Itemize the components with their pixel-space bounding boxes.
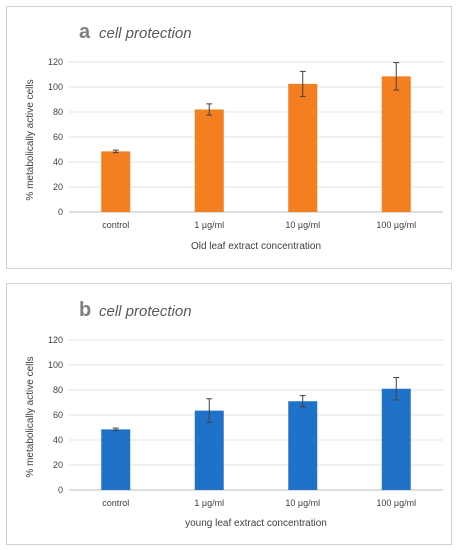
chart-b-error-bar: [393, 377, 400, 401]
chart-b-y-tick-label: 40: [53, 435, 63, 445]
chart-a-y-tick-label: 120: [48, 57, 63, 67]
chart-b-bar: [194, 410, 224, 490]
chart-b-x-axis-label: young leaf extract concentration: [185, 518, 327, 529]
chart-b-bar: [101, 429, 131, 490]
chart-b-svg: b cell protection 0 20 40 60 80 100 120 contro…: [25, 299, 443, 529]
chart-b-x-ticks: control 1 µg/ml 10 µg/ml 100 µg/ml: [102, 498, 416, 508]
chart-a-x-ticks: control 1 µg/ml 10 µg/ml 100 µg/ml: [102, 220, 416, 230]
chart-b-y-ticks: 0 20 40 60 80 100 120: [48, 335, 63, 495]
chart-a-y-tick-label: 60: [53, 132, 63, 142]
chart-b-x-tick-label: 1 µg/ml: [194, 498, 224, 508]
chart-b-error-bars: [112, 377, 400, 432]
chart-a-svg: a cell protection 0 20 40 60 80 100 120 contro…: [25, 21, 443, 252]
chart-a-title: cell protection: [99, 25, 192, 42]
chart-a-x-axis-label: Old leaf extract concentration: [191, 241, 321, 252]
chart-b-panel-letter: b: [79, 299, 91, 321]
chart-a-error-bar: [206, 103, 213, 116]
chart-panel-a: a cell protection 0 20 40 60 80 100 120 contro…: [6, 6, 452, 269]
chart-b-y-axis-label: % metabolically active cells: [25, 356, 36, 477]
chart-b-x-tick-label: 100 µg/ml: [376, 498, 416, 508]
chart-a-bar: [288, 83, 318, 212]
chart-b-y-tick-label: 0: [58, 485, 63, 495]
chart-b-y-tick-label: 100: [48, 360, 63, 370]
chart-b-bars: [101, 388, 411, 490]
chart-a-y-tick-label: 40: [53, 157, 63, 167]
chart-b-title: cell protection: [99, 303, 192, 320]
chart-b-y-tick-label: 120: [48, 335, 63, 345]
chart-b-error-bar: [206, 398, 213, 423]
chart-a-panel-letter: a: [79, 21, 91, 43]
chart-a-x-tick-label: 100 µg/ml: [376, 220, 416, 230]
chart-b-bar: [288, 401, 318, 490]
chart-a-y-tick-label: 100: [48, 82, 63, 92]
chart-a-y-tick-label: 0: [58, 207, 63, 217]
chart-a-x-tick-label: 1 µg/ml: [194, 220, 224, 230]
chart-b-error-bar: [112, 427, 119, 432]
chart-b-x-tick-label: control: [102, 498, 129, 508]
chart-a-bars: [101, 76, 411, 212]
chart-b-x-tick-label: 10 µg/ml: [285, 498, 320, 508]
chart-a-bar: [194, 109, 224, 212]
chart-a-bar: [381, 76, 411, 212]
chart-b-y-tick-label: 80: [53, 385, 63, 395]
chart-a-error-bar: [393, 62, 400, 91]
chart-a-y-ticks: 0 20 40 60 80 100 120: [48, 57, 63, 217]
chart-b-y-tick-label: 20: [53, 460, 63, 470]
chart-b-y-tick-label: 60: [53, 410, 63, 420]
chart-a-y-axis-label: % metabolically active cells: [25, 79, 36, 200]
chart-b-gridlines: [69, 339, 443, 491]
chart-a-x-tick-label: control: [102, 220, 129, 230]
chart-a-error-bar: [299, 70, 306, 97]
chart-a-gridlines: [69, 61, 443, 213]
chart-panel-b: b cell protection 0 20 40 60 80 100 120 contro…: [6, 283, 452, 545]
chart-a-y-tick-label: 80: [53, 107, 63, 117]
chart-a-error-bar: [112, 149, 119, 154]
chart-b-error-bar: [299, 395, 306, 408]
chart-a-error-bars: [112, 62, 400, 154]
chart-b-bar: [381, 388, 411, 490]
chart-a-bar: [101, 151, 131, 212]
chart-a-y-tick-label: 20: [53, 182, 63, 192]
chart-a-x-tick-label: 10 µg/ml: [285, 220, 320, 230]
